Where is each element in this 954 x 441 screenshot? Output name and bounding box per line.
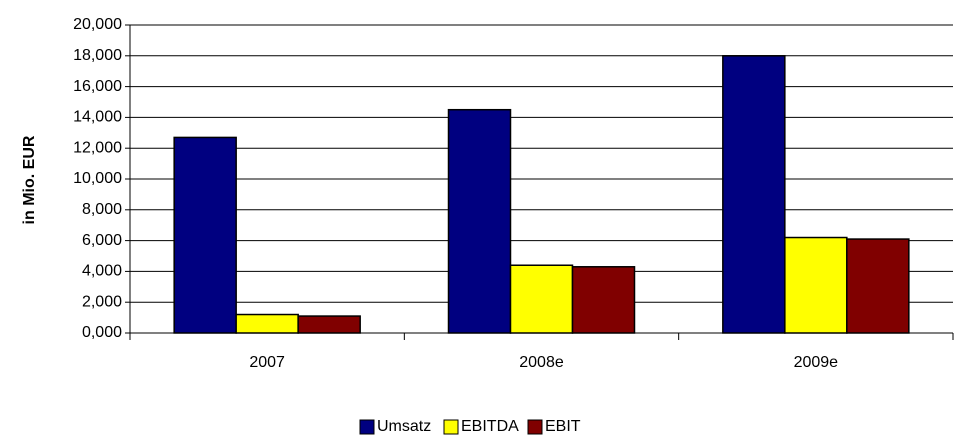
y-tick-label: 12,000 — [73, 139, 122, 156]
bar — [784, 236, 848, 334]
y-tick-label: 16,000 — [73, 78, 122, 95]
legend-swatch — [359, 419, 375, 435]
x-tick-label: 2008e — [519, 354, 564, 371]
y-tick-label: 4,000 — [82, 263, 122, 280]
legend-swatch — [443, 419, 459, 435]
x-tick-label: 2009e — [794, 354, 839, 371]
bar — [173, 136, 237, 334]
y-tick-label: 18,000 — [73, 47, 122, 64]
legend-swatch — [527, 419, 543, 435]
bar — [235, 313, 299, 334]
bar — [722, 55, 786, 334]
y-tick-label: 6,000 — [82, 232, 122, 249]
bar — [509, 264, 574, 334]
y-tick-label: 20,000 — [73, 16, 122, 33]
y-axis-title: in Mio. EUR — [21, 135, 38, 224]
bar — [447, 108, 512, 334]
y-tick-label: 14,000 — [73, 109, 122, 126]
y-tick-label: 2,000 — [82, 293, 122, 310]
legend-label: EBIT — [545, 418, 581, 435]
x-tick-label: 2007 — [249, 354, 285, 371]
bar — [571, 266, 636, 334]
bar — [297, 315, 361, 334]
legend-label: EBITDA — [461, 418, 519, 435]
y-tick-label: 10,000 — [73, 170, 122, 187]
bar — [846, 238, 910, 334]
y-tick-label: 8,000 — [82, 201, 122, 218]
legend-label: Umsatz — [377, 418, 431, 435]
y-tick-label: 0,000 — [82, 324, 122, 341]
